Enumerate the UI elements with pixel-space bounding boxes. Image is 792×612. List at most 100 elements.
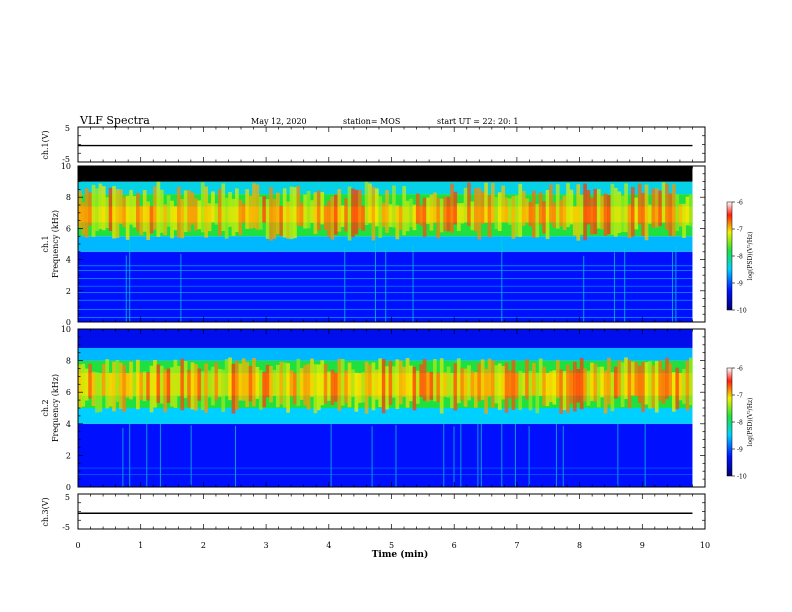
emission-streak [572, 206, 577, 236]
emission-streak [176, 366, 181, 397]
emission-streak [153, 359, 157, 408]
emission-streak [689, 357, 693, 406]
emission-streak [480, 359, 485, 400]
emission-streak [344, 198, 348, 232]
emission-streak [289, 370, 294, 397]
emission-streak [675, 367, 680, 410]
emission-streak [101, 186, 106, 231]
emission-streak [603, 193, 608, 236]
emission-streak [651, 188, 656, 228]
emission-streak [460, 368, 465, 401]
emission-streak [648, 361, 652, 409]
emission-streak [204, 363, 209, 413]
ch1-spectrogram-image [78, 166, 693, 322]
emission-streak [334, 372, 338, 402]
emission-streak [504, 362, 509, 413]
emission-streak [374, 369, 379, 400]
emission-streak [269, 186, 273, 241]
ch1-colorbar-label: log(PSD)(V²/Hz) [747, 232, 754, 281]
emission-streak [282, 188, 287, 238]
vertical-burst [501, 415, 503, 487]
emission-streak [528, 202, 533, 227]
emission-streak [272, 198, 277, 239]
vertical-burst [159, 419, 161, 487]
emission-streak [200, 182, 205, 233]
emission-streak [392, 366, 396, 398]
emission-streak [197, 368, 202, 401]
emission-streak [685, 360, 690, 411]
emission-streak [156, 181, 161, 237]
emission-streak [651, 365, 656, 408]
emission-streak [368, 364, 372, 397]
emission-streak [122, 365, 127, 413]
emission-streak [275, 192, 280, 234]
start-time-label: start UT = 22: 20: 1 [437, 117, 518, 126]
emission-streak [579, 357, 584, 410]
vertical-burst [528, 426, 530, 487]
frequency-tick-label: 8 [66, 357, 71, 366]
emission-streak [310, 358, 314, 397]
vertical-burst [129, 240, 131, 322]
time-tick-label: 2 [201, 541, 206, 550]
emission-streak [671, 184, 676, 237]
emission-streak [98, 183, 103, 230]
emission-streak [644, 362, 649, 405]
emission-streak [142, 371, 147, 402]
emission-streak [521, 190, 526, 226]
emission-streak [91, 371, 96, 407]
emission-streak [518, 183, 523, 238]
emission-streak [293, 187, 297, 239]
vertical-burst [125, 255, 127, 322]
vertical-burst [675, 246, 677, 322]
emission-streak [159, 365, 164, 404]
emission-streak [535, 372, 540, 414]
emission-streak [463, 368, 468, 407]
emission-streak [528, 370, 533, 411]
emission-streak [504, 197, 509, 223]
emission-streak [187, 190, 191, 232]
emission-streak [187, 369, 191, 408]
emission-streak [443, 196, 447, 232]
emission-streak [279, 361, 284, 405]
emission-streak [235, 188, 239, 232]
emission-streak [450, 183, 454, 233]
vertical-burst [395, 424, 397, 487]
emission-streak [620, 362, 625, 407]
emission-streak [545, 373, 550, 407]
vertical-burst [480, 415, 482, 487]
frequency-tick-label: 6 [66, 388, 71, 397]
emission-streak [176, 186, 181, 238]
emission-streak [316, 364, 321, 411]
emission-streak [572, 361, 577, 412]
emission-streak [559, 369, 564, 414]
emission-streak [211, 366, 215, 406]
emission-streak [678, 372, 683, 401]
emission-streak [668, 193, 673, 236]
emission-streak [538, 358, 543, 396]
emission-streak [286, 201, 290, 239]
emission-streak [453, 363, 458, 411]
emission-streak [139, 372, 144, 401]
emission-streak [221, 369, 226, 413]
emission-streak [491, 183, 495, 223]
emission-streak [381, 359, 386, 414]
emission-streak [235, 360, 239, 411]
emission-streak [426, 197, 430, 224]
emission-streak [132, 371, 137, 397]
emission-streak [637, 183, 642, 225]
emission-streak [108, 187, 113, 231]
emission-streak [347, 186, 352, 241]
frequency-tick-label: 0 [66, 318, 71, 327]
emission-streak [385, 366, 389, 410]
emission-streak [258, 196, 263, 230]
emission-streak [265, 364, 270, 398]
emission-streak [586, 370, 591, 406]
emission-streak [214, 203, 219, 225]
emission-streak [200, 371, 205, 411]
emission-streak [269, 365, 273, 403]
emission-streak [473, 372, 478, 408]
emission-streak [658, 190, 663, 227]
vertical-burst [235, 425, 237, 487]
emission-streak [320, 360, 325, 406]
emission-streak [159, 189, 164, 233]
